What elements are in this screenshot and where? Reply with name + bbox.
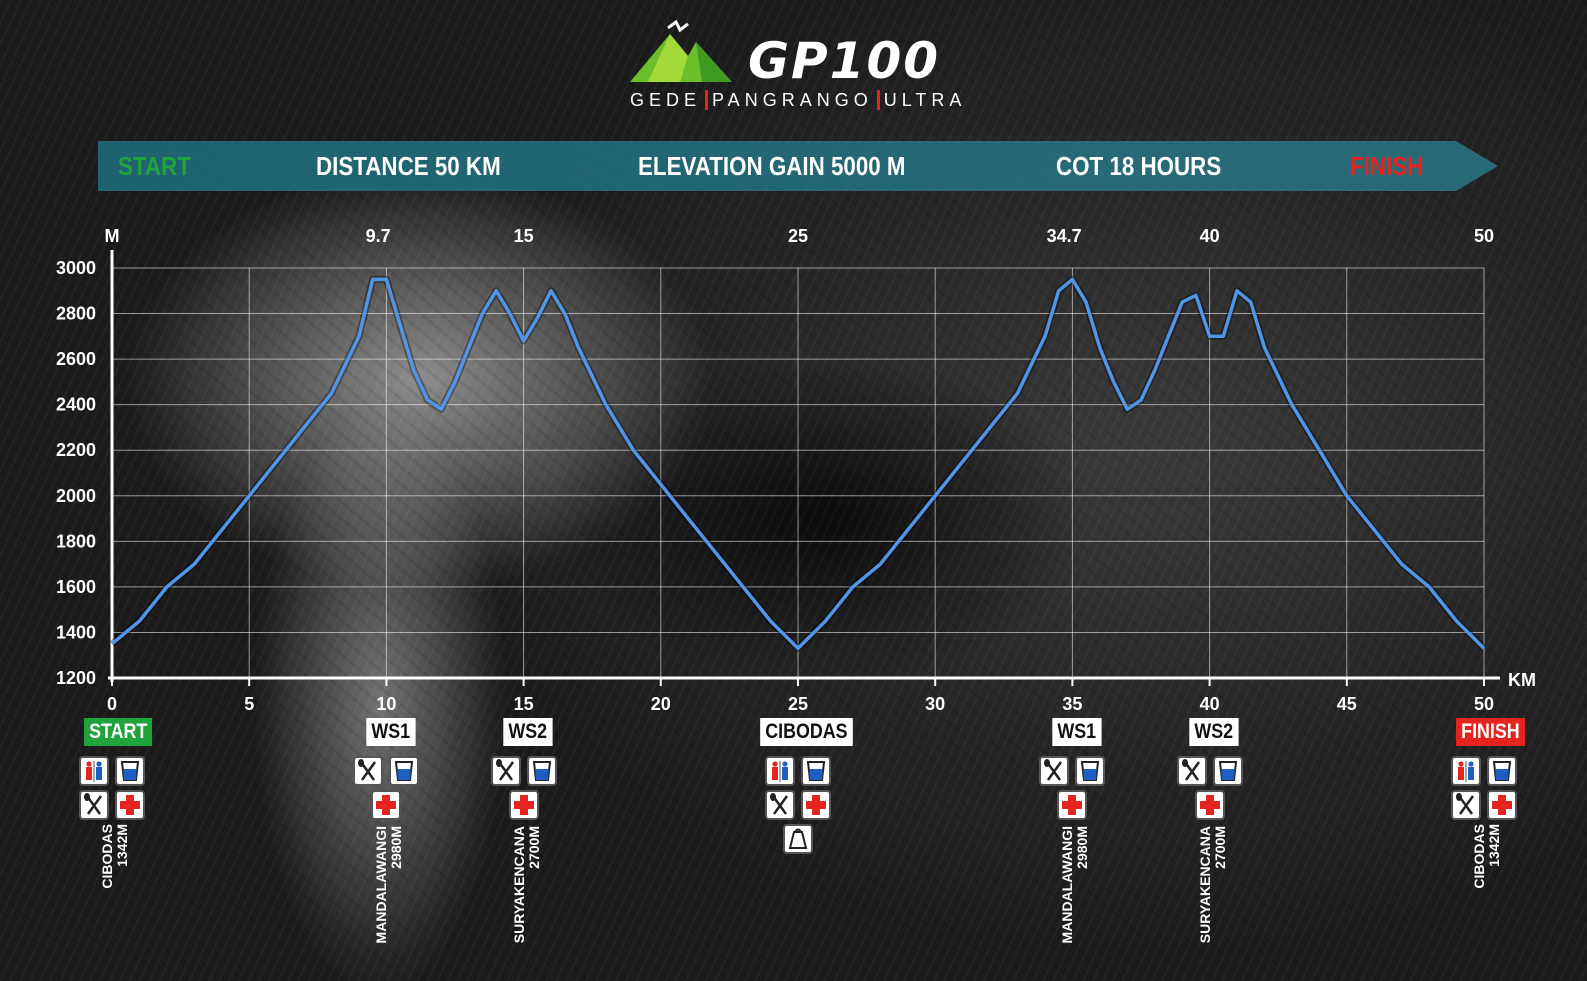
food-icon [1176,756,1207,786]
drop-bag-icon [783,824,813,854]
station-label: WS2 [1189,718,1239,746]
y-tick-label: 1200 [56,668,96,688]
station-location-elevation: 2700M [525,826,542,869]
mountain-logo-icon [630,20,732,82]
water-icon [801,756,831,786]
station-location-name: SURYAKENCANA [1196,826,1213,944]
y-tick-label: 1400 [56,622,96,642]
water-icon [526,756,557,786]
x-tick-label: 50 [1474,694,1494,714]
x-tick-label: 35 [1062,694,1082,714]
medical-icon [115,790,145,820]
y-tick-label: 2000 [56,486,96,506]
x-tick-label: 10 [376,694,396,714]
food-icon [490,756,521,786]
logo-brand: GP100 [748,32,941,90]
station-location-elevation: 2980M [1074,826,1091,869]
station-location-name: CIBODAS [1471,824,1487,889]
food-icon [1039,756,1070,786]
x-tick-label: 0 [107,694,117,714]
station-location-name: CIBODAS [99,824,115,889]
toilet-icon [79,756,109,786]
x-tick-label: 25 [788,694,808,714]
medical-icon [1487,790,1517,820]
food-icon [765,790,795,820]
subtitle-part-ultra: ULTRA [883,90,967,110]
station-label: FINISH [1455,718,1525,746]
banner-elevation: ELEVATION GAIN 5000 M [638,151,906,181]
y-tick-label: 1600 [56,577,96,597]
x-tick-label: 40 [1200,694,1220,714]
station-label: START [83,718,153,746]
banner-distance: DISTANCE 50 KM [316,151,501,181]
top-tick-label: 15 [514,226,534,246]
y-tick-label: 2200 [56,440,96,460]
banner-finish: FINISH [1350,151,1424,181]
station-label: WS1 [366,718,416,746]
medical-icon [801,790,831,820]
station-label: CIBODAS [759,718,853,746]
x-tick-label: 45 [1337,694,1357,714]
y-tick-label: 3000 [56,258,96,278]
subtitle-part-pangrango: PANGRANGO [712,90,873,110]
subtitle-separator [705,90,709,110]
station-location-name: SURYAKENCANA [510,826,527,944]
medical-icon [508,790,539,820]
top-tick-label: 50 [1474,226,1494,246]
food-icon [353,756,384,786]
y-tick-label: 2600 [56,349,96,369]
y-axis-label: M [105,226,120,246]
subtitle-part-gede: GEDE [630,90,702,110]
x-tick-label: 15 [514,694,534,714]
top-tick-label: 9.7 [366,226,391,246]
x-axis-label: KM [1508,670,1536,690]
top-tick-label: 40 [1200,226,1220,246]
water-icon [1075,756,1106,786]
medical-icon [1057,790,1088,820]
water-icon [1487,756,1517,786]
y-tick-label: 2400 [56,395,96,415]
food-icon [79,790,109,820]
water-icon [115,756,145,786]
water-icon [389,756,420,786]
x-tick-label: 5 [244,694,254,714]
toilet-icon [1451,756,1481,786]
banner-cot: COT 18 HOURS [1056,151,1222,181]
elevation-profile-line [110,277,1486,651]
medical-icon [1194,790,1225,820]
station-location-elevation: 2700M [1211,826,1228,869]
top-tick-label: 34.7 [1047,226,1082,246]
y-tick-label: 2800 [56,304,96,324]
x-tick-label: 20 [651,694,671,714]
gp100-logo: GP100 GEDE PANGRANGO ULTRA [630,20,961,120]
top-tick-label: 25 [788,226,808,246]
station-location-elevation: 2980M [388,826,405,869]
logo-subtitle: GEDE PANGRANGO ULTRA [630,90,961,111]
water-icon [1212,756,1243,786]
station-location-elevation: 1342M [1486,824,1502,867]
y-tick-label: 1800 [56,531,96,551]
medical-icon [371,790,402,820]
race-stats-banner: START DISTANCE 50 KM ELEVATION GAIN 5000… [98,138,1518,194]
station-label: WS2 [503,718,553,746]
subtitle-separator [876,90,880,110]
x-tick-label: 30 [925,694,945,714]
station-label: WS1 [1052,718,1102,746]
station-location-elevation: 1342M [114,824,130,867]
food-icon [1451,790,1481,820]
toilet-icon [765,756,795,786]
banner-start: START [118,151,191,181]
banner-arrow-shape [98,141,1498,191]
